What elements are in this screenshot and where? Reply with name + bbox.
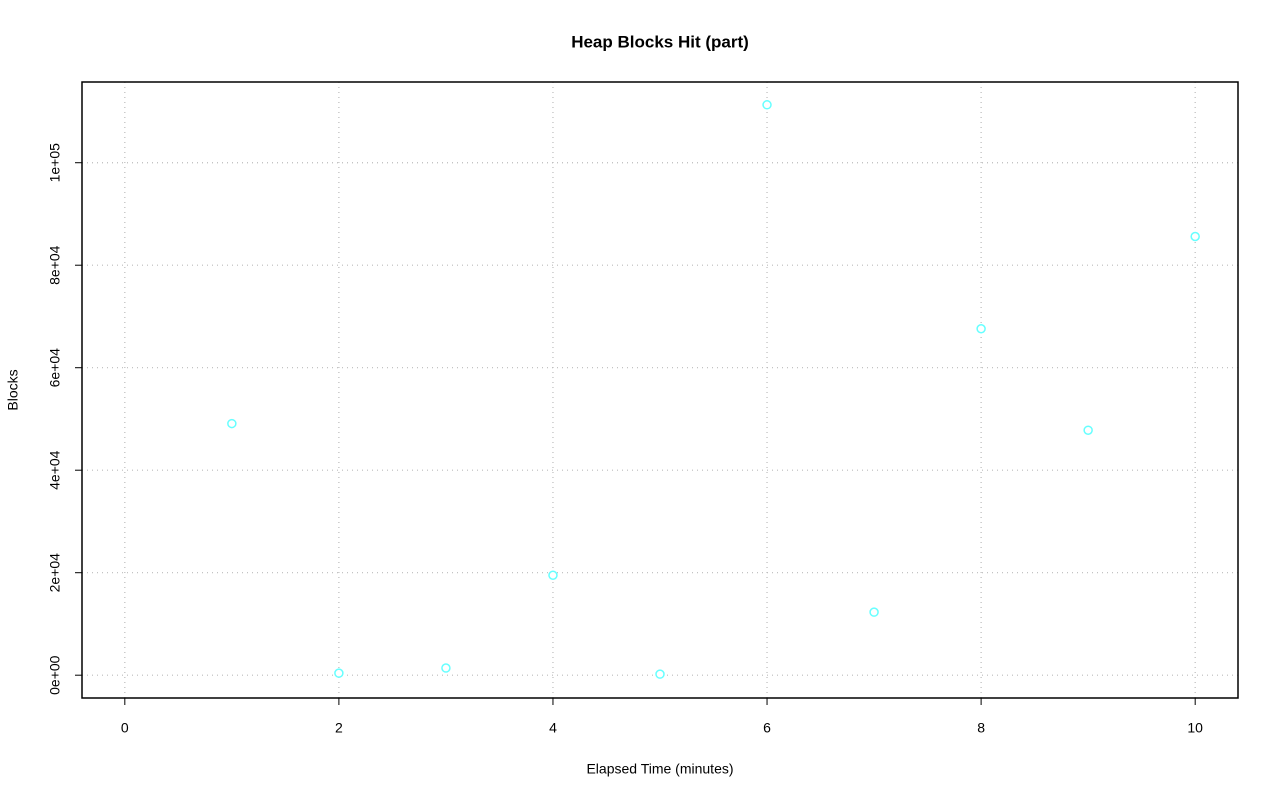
- y-axis-label: Blocks: [5, 369, 21, 410]
- point: [762, 100, 772, 110]
- y-tick-label: 8e+04: [47, 245, 63, 285]
- y-tick-label: 0e+00: [47, 655, 63, 695]
- x-axis-label: Elapsed Time (minutes): [586, 761, 733, 777]
- point: [1190, 231, 1200, 242]
- y-tick-label: 2e+04: [47, 553, 63, 593]
- y-tick-label: 4e+04: [47, 450, 63, 490]
- point: [869, 607, 879, 617]
- x-tick-label: 10: [1187, 720, 1203, 736]
- point: [441, 663, 451, 673]
- chart-title: Heap Blocks Hit (part): [571, 32, 749, 51]
- point: [548, 570, 558, 581]
- point: [1083, 425, 1093, 435]
- point: [976, 324, 986, 334]
- point: [655, 669, 665, 679]
- x-tick-label: 8: [977, 720, 985, 736]
- x-tick-label: 2: [335, 720, 343, 736]
- y-tick-label: 1e+05: [47, 143, 63, 183]
- point: [334, 668, 344, 678]
- point: [227, 418, 237, 429]
- y-tick-label: 6e+04: [47, 348, 63, 388]
- x-tick-label: 4: [549, 720, 557, 736]
- plot-frame: [81, 81, 1239, 699]
- x-tick-label: 0: [121, 720, 129, 736]
- x-tick-label: 6: [763, 720, 771, 736]
